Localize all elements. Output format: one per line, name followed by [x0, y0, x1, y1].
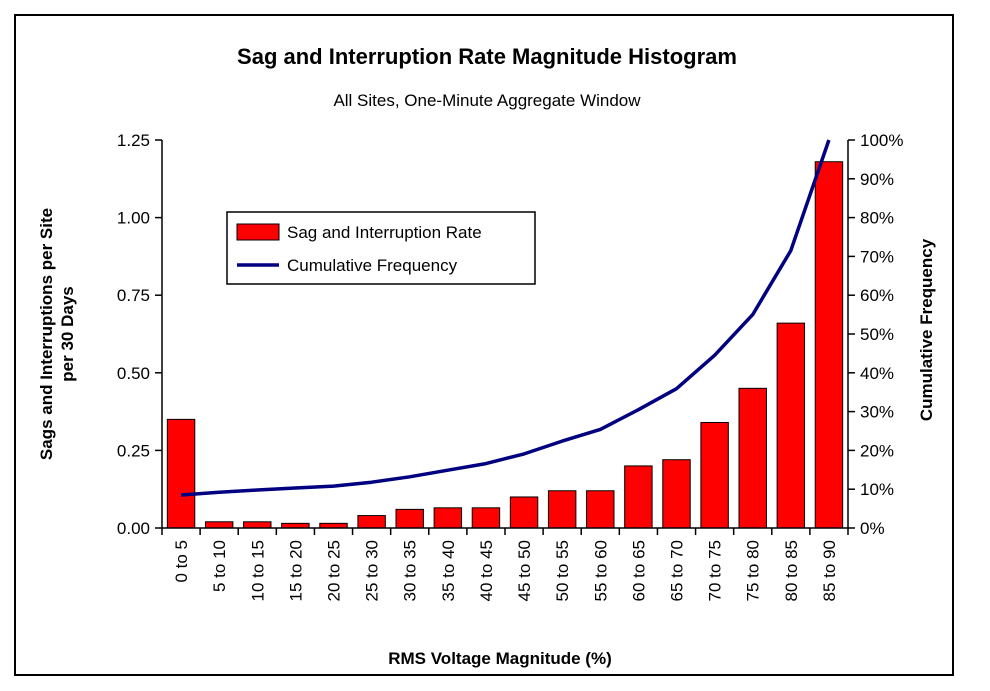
y2-axis-title: Cumulative Frequency: [917, 238, 936, 421]
y2-tick-label: 40%: [860, 364, 894, 383]
x-tick-label: 60 to 65: [629, 540, 648, 601]
x-tick-label: 65 to 70: [668, 540, 687, 601]
x-tick-label: 15 to 20: [286, 540, 305, 601]
x-tick-label: 75 to 80: [744, 540, 763, 601]
bar-85-to-90: [814, 161, 844, 529]
bar-75-to-80: [738, 387, 767, 529]
y2-tick-label: 90%: [860, 170, 894, 189]
y2-tick-label: 50%: [860, 325, 894, 344]
y-tick-label: 0.00: [117, 519, 150, 538]
bar-30-to-35: [395, 508, 424, 529]
legend: Sag and Interruption Rate Cumulative Fre…: [226, 211, 536, 285]
y2-tick-label: 20%: [860, 441, 894, 460]
x-tick-label: 45 to 50: [515, 540, 534, 601]
x-tick-label: 50 to 55: [553, 540, 572, 601]
bar-70-to-75: [700, 421, 729, 529]
y2-tick-label: 0%: [860, 519, 885, 538]
bar-50-to-55: [547, 490, 577, 529]
x-tick-label: 30 to 35: [401, 540, 420, 601]
bar-55-to-60: [586, 490, 615, 529]
x-tick-label: 25 to 30: [363, 540, 382, 601]
y-tick-label: 0.75: [117, 286, 150, 305]
legend-bar-swatch: [236, 223, 280, 241]
x-tick-label: 10 to 15: [248, 540, 267, 601]
x-tick-label: 5 to 10: [210, 540, 229, 592]
bar-80-to-85: [776, 322, 806, 529]
x-tick-label: 0 to 5: [172, 540, 191, 583]
y2-tick-label: 80%: [860, 209, 894, 228]
y2-tick-label: 60%: [860, 286, 894, 305]
cumulative-frequency-line: [180, 139, 831, 497]
bar-65-to-70: [662, 459, 691, 529]
x-tick-label: 55 to 60: [591, 540, 610, 601]
y2-tick-label: 100%: [860, 131, 903, 150]
bar-35-to-40: [433, 507, 463, 529]
bar-25-to-30: [357, 515, 386, 529]
x-axis-title: RMS Voltage Magnitude (%): [388, 649, 612, 668]
y-axis-title-line2: per 30 Days: [58, 286, 77, 381]
x-tick-label: 80 to 85: [782, 540, 801, 601]
x-tick-label: 35 to 40: [439, 540, 458, 601]
x-tick-label: 85 to 90: [820, 540, 839, 601]
x-tick-label: 70 to 75: [706, 540, 725, 601]
chart-frame: [14, 14, 954, 676]
bar-10-to-15: [243, 521, 272, 529]
bar-40-to-45: [471, 507, 501, 529]
bar-0-to-5: [166, 418, 196, 529]
x-tick-label: 20 to 25: [325, 540, 344, 601]
y-tick-label: 1.25: [117, 131, 150, 150]
y2-tick-label: 70%: [860, 247, 894, 266]
y2-tick-label: 30%: [860, 403, 894, 422]
x-tick-label: 40 to 45: [477, 540, 496, 601]
y-tick-label: 0.25: [117, 441, 150, 460]
legend-label-line: Cumulative Frequency: [287, 256, 458, 275]
y2-tick-label: 10%: [860, 480, 894, 499]
y-axis-title-line1: Sags and Interruptions per Site: [37, 208, 56, 460]
legend-label-bars: Sag and Interruption Rate: [287, 223, 482, 242]
bar-5-to-10: [204, 521, 234, 529]
bar-45-to-50: [509, 496, 539, 529]
bar-60-to-65: [624, 465, 653, 529]
y-tick-label: 1.00: [117, 209, 150, 228]
chart-subtitle: All Sites, One-Minute Aggregate Window: [333, 91, 641, 110]
chart-title: Sag and Interruption Rate Magnitude Hist…: [237, 44, 737, 69]
y-tick-label: 0.50: [117, 364, 150, 383]
